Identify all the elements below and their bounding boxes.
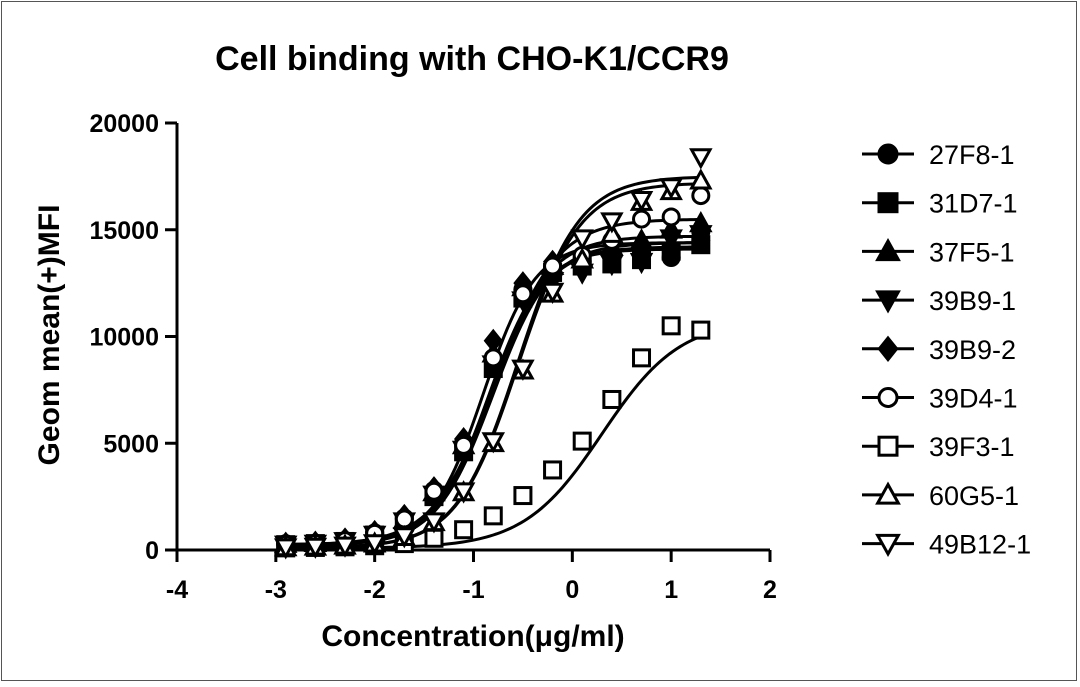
data-point (394, 509, 414, 529)
data-point (631, 234, 652, 259)
data-point (632, 209, 652, 229)
legend-label: 39D4-1 (929, 384, 1018, 414)
legend-item-39b9-2: 39B9-2 (862, 335, 1016, 365)
data-point (483, 506, 503, 526)
legend-marker (877, 387, 899, 408)
data-point (570, 229, 594, 251)
data-point (483, 348, 503, 368)
legend-marker (875, 237, 901, 262)
data-point (632, 348, 652, 368)
legend-marker (877, 192, 899, 214)
legend-marker (877, 335, 899, 363)
data-point (661, 316, 681, 336)
data-point (572, 431, 592, 451)
data-point (362, 534, 387, 556)
data-point (481, 432, 506, 454)
y-axis-label: Geom mean(+)MFI (33, 205, 66, 466)
x-tick-label: 1 (664, 576, 678, 604)
data-point (691, 228, 711, 253)
chart-title: Cell binding with CHO-K1/CCR9 (215, 40, 729, 78)
x-tick-label: -1 (462, 576, 484, 604)
legend-item-49b12-1: 49B12-1 (862, 530, 1031, 560)
fit-curve-39b9-1 (285, 241, 701, 547)
data-point (570, 247, 594, 269)
legend-label: 27F8-1 (929, 140, 1015, 170)
data-point (540, 282, 565, 304)
y-tick-label: 0 (145, 537, 159, 565)
data-point (333, 536, 357, 558)
y-tick-label: 15000 (89, 217, 159, 245)
data-point (273, 538, 298, 560)
y-tick-label: 5000 (103, 430, 159, 458)
legend-label: 31D7-1 (929, 189, 1018, 219)
legend-label: 39F3-1 (929, 432, 1015, 462)
data-point (511, 359, 535, 381)
legend-item-31d7-1: 31D7-1 (862, 189, 1018, 219)
data-point (600, 212, 624, 234)
data-point (602, 389, 622, 409)
data-point (422, 512, 446, 534)
x-tick-label: 0 (565, 576, 579, 604)
x-tick-label: -4 (166, 576, 188, 604)
data-point (691, 320, 711, 340)
legend-item-39d4-1: 39D4-1 (862, 384, 1018, 414)
data-points (273, 148, 713, 560)
data-point (454, 435, 474, 455)
x-axis-label: Concentration(μg/ml) (321, 620, 624, 653)
legend-marker (877, 435, 899, 457)
x-tick-label: 2 (763, 576, 777, 604)
y-tick-label: 20000 (89, 110, 159, 138)
data-point (543, 256, 563, 276)
legend-marker (875, 533, 901, 558)
legend-label: 49B12-1 (929, 530, 1031, 560)
legend-marker (877, 143, 899, 165)
legend-item-27f8-1: 27F8-1 (862, 140, 1015, 170)
legend-label: 39B9-1 (929, 286, 1016, 316)
data-point (689, 148, 713, 170)
plot-axes: -4 -3 -2 -1 0 1 2 0 5000 10000 15000 20000 (89, 110, 776, 604)
legend-label: 37F5-1 (929, 237, 1015, 267)
legend-item-39f3-1: 39F3-1 (862, 432, 1015, 462)
data-point (629, 191, 654, 213)
series-49b12-1 (273, 148, 713, 560)
data-point (424, 481, 444, 501)
legend-label: 60G5-1 (929, 481, 1019, 511)
data-point (659, 178, 683, 200)
legend-item-37f5-1: 37F5-1 (862, 237, 1015, 267)
legend-item-39b9-1: 39B9-1 (862, 286, 1016, 316)
data-point (513, 284, 533, 304)
legend-item-60g5-1: 60G5-1 (862, 481, 1019, 511)
x-tick-label: -3 (265, 576, 287, 604)
legend-marker (875, 481, 901, 505)
data-point (513, 486, 533, 506)
data-point (661, 207, 681, 227)
data-point (661, 222, 681, 247)
legend: 27F8-1 31D7-1 37F5-1 39B9-1 39B9-2 39D4-1 39F3… (862, 140, 1031, 560)
x-tick-label: -2 (364, 576, 386, 604)
fit-curve-39d4-1 (285, 217, 701, 547)
legend-label: 39B9-2 (929, 335, 1016, 365)
data-point (454, 520, 474, 540)
y-tick-label: 10000 (89, 324, 159, 352)
data-point (451, 482, 476, 504)
data-point (303, 537, 328, 559)
data-point (689, 168, 713, 190)
data-point (392, 527, 417, 549)
legend-marker (875, 290, 901, 314)
data-point (543, 460, 563, 480)
data-point (691, 186, 711, 206)
